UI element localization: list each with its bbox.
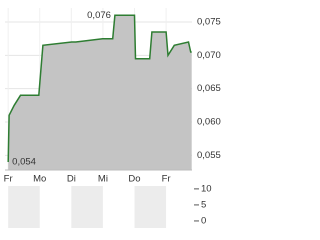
day-band bbox=[8, 186, 40, 228]
x-tick-label: Mo bbox=[33, 174, 46, 185]
chart: 0,055 0,060 0,065 0,070 0,075 Fr Mo Di Mi Do Fr 0,0… bbox=[4, 8, 221, 228]
line bbox=[7, 14, 192, 163]
y-tick-label: 0,055 bbox=[197, 150, 221, 161]
annotation: 0,076 bbox=[87, 10, 111, 21]
x-tick-label: Do bbox=[128, 174, 140, 185]
area bbox=[8, 15, 192, 170]
y-tick-label: 0,065 bbox=[197, 83, 221, 94]
x-tick-label: Di bbox=[67, 174, 76, 185]
y-tick-label: 0 bbox=[201, 215, 206, 226]
y-tick-label: 0,060 bbox=[197, 117, 221, 128]
y-tick-label: 5 bbox=[201, 199, 206, 210]
x-tick-label: Fr bbox=[162, 174, 171, 185]
y-tick-label: 0,075 bbox=[197, 17, 221, 28]
y-tick-label: 0,070 bbox=[197, 50, 221, 61]
y-tick-label: 10 bbox=[201, 183, 212, 194]
day-band bbox=[134, 186, 167, 228]
x-tick-label: Mi bbox=[98, 174, 108, 185]
x-tick-label: Fr bbox=[4, 174, 13, 185]
day-band bbox=[71, 186, 103, 228]
annotation: 0,054 bbox=[12, 157, 36, 168]
